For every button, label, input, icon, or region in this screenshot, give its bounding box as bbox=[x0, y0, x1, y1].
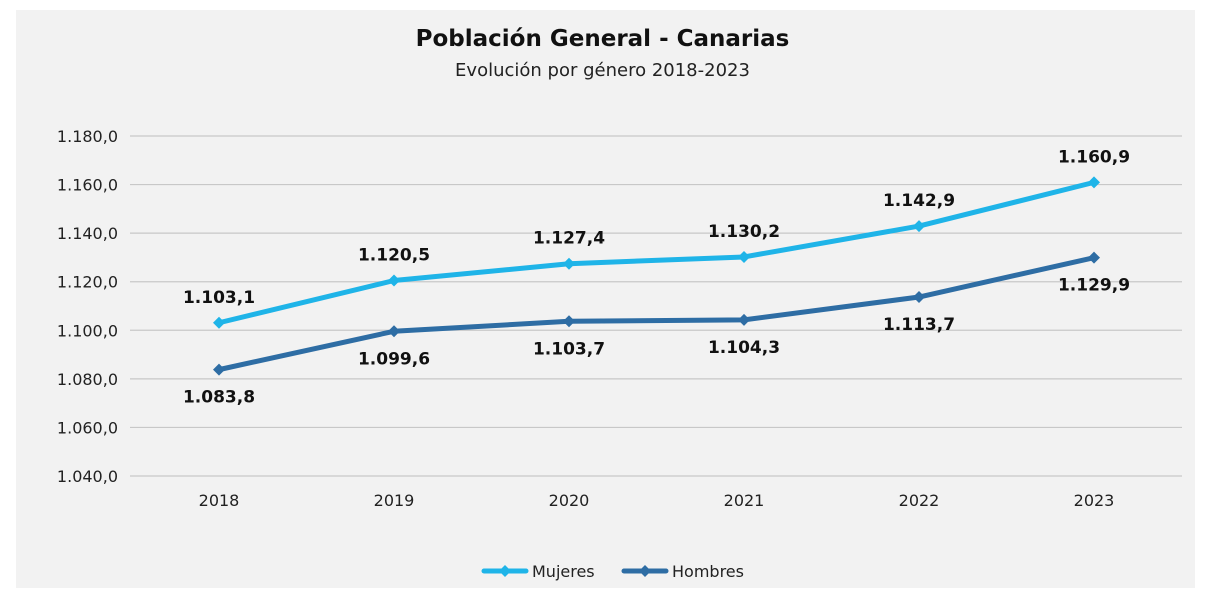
x-tick-label: 2021 bbox=[724, 491, 765, 510]
gridlines bbox=[130, 135, 1182, 477]
x-tick-label: 2018 bbox=[199, 491, 240, 510]
y-tick-label: 1.160,0 bbox=[57, 176, 118, 195]
data-label-hombres: 1.099,6 bbox=[358, 349, 430, 369]
x-tick-label: 2019 bbox=[374, 491, 415, 510]
legend-item-hombres: Hombres bbox=[621, 562, 744, 581]
x-axis-ticks: 2018 2019 2020 2021 2022 2023 bbox=[199, 491, 1115, 510]
series-line-mujeres bbox=[216, 179, 1097, 326]
series-line-hombres bbox=[216, 255, 1097, 373]
legend: Mujeres Hombres bbox=[481, 562, 744, 581]
legend-item-mujeres: Mujeres bbox=[481, 562, 595, 581]
data-label-mujeres: 1.120,5 bbox=[358, 246, 430, 266]
data-point-hombres bbox=[738, 313, 750, 326]
legend-marker bbox=[639, 565, 651, 577]
data-point-mujeres bbox=[213, 316, 225, 329]
data-label-hombres: 1.129,9 bbox=[1058, 276, 1130, 296]
data-label-hombres: 1.103,7 bbox=[533, 339, 605, 359]
series-layer bbox=[213, 176, 1100, 376]
y-axis-ticks: 1.040,0 1.060,0 1.080,0 1.100,0 1.120,0 1.140… bbox=[57, 127, 118, 486]
data-point-hombres bbox=[213, 363, 225, 376]
chart-panel bbox=[16, 10, 1195, 588]
data-label-hombres: 1.083,8 bbox=[183, 388, 255, 408]
data-label-mujeres: 1.127,4 bbox=[533, 229, 605, 249]
y-tick-label: 1.060,0 bbox=[57, 418, 118, 437]
data-label-mujeres: 1.142,9 bbox=[883, 191, 955, 211]
data-label-hombres: 1.104,3 bbox=[708, 338, 780, 358]
y-tick-label: 1.080,0 bbox=[57, 370, 118, 389]
legend-label: Hombres bbox=[672, 562, 744, 581]
chart-subtitle: Evolución por género 2018-2023 bbox=[455, 60, 750, 81]
data-point-mujeres bbox=[563, 257, 575, 270]
data-label-mujeres: 1.103,1 bbox=[183, 288, 255, 308]
data-point-mujeres bbox=[1088, 176, 1100, 189]
legend-label: Mujeres bbox=[532, 562, 595, 581]
chart-title: Población General - Canarias bbox=[415, 26, 790, 52]
data-label-hombres: 1.113,7 bbox=[883, 315, 955, 335]
data-point-mujeres bbox=[913, 220, 925, 233]
data-point-mujeres bbox=[388, 274, 400, 287]
data-point-hombres bbox=[388, 325, 400, 338]
y-tick-label: 1.180,0 bbox=[57, 127, 118, 146]
legend-marker bbox=[499, 565, 511, 577]
data-point-hombres bbox=[563, 315, 575, 328]
data-label-mujeres: 1.130,2 bbox=[708, 222, 780, 242]
x-tick-label: 2023 bbox=[1074, 491, 1115, 510]
x-tick-label: 2022 bbox=[899, 491, 940, 510]
data-labels: 1.103,1 1.120,5 1.127,4 1.130,2 1.142,9 1.160… bbox=[183, 147, 1130, 407]
y-tick-label: 1.100,0 bbox=[57, 321, 118, 340]
data-point-mujeres bbox=[738, 250, 750, 263]
y-tick-label: 1.040,0 bbox=[57, 467, 118, 486]
data-label-mujeres: 1.160,9 bbox=[1058, 147, 1130, 167]
y-tick-label: 1.120,0 bbox=[57, 273, 118, 292]
data-point-hombres bbox=[913, 291, 925, 304]
x-tick-label: 2020 bbox=[549, 491, 590, 510]
y-tick-label: 1.140,0 bbox=[57, 224, 118, 243]
data-point-hombres bbox=[1088, 251, 1100, 264]
